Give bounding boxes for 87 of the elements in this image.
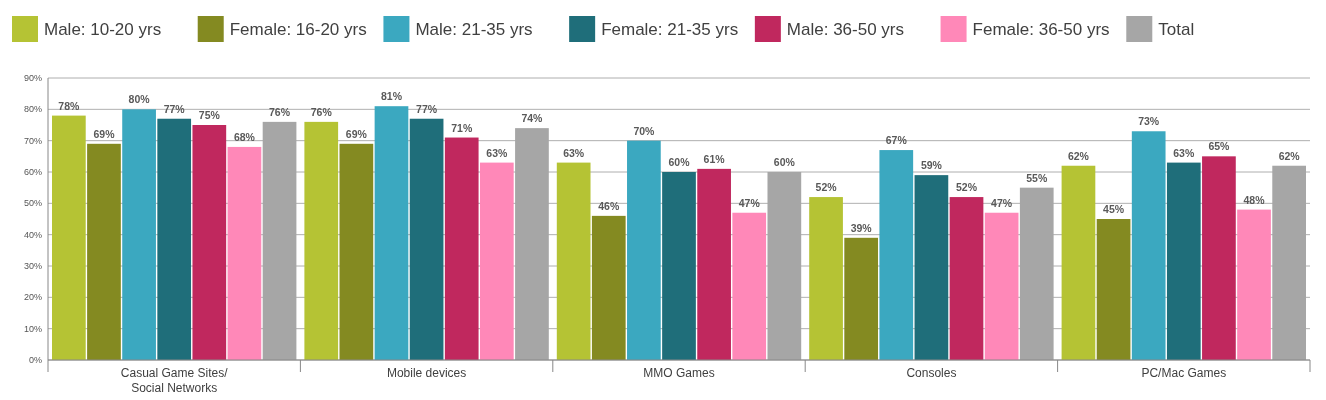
data-label: 63%	[486, 146, 508, 159]
bar	[157, 118, 192, 360]
legend-label: Male: 36-50 yrs	[786, 19, 905, 39]
bar	[304, 121, 339, 360]
data-label: 47%	[738, 196, 761, 209]
legend-label: Total	[1158, 19, 1195, 39]
bar	[844, 237, 879, 360]
data-label: 81%	[380, 90, 403, 103]
data-label: 48%	[1243, 193, 1266, 206]
data-label: 63%	[563, 146, 585, 159]
data-label: 61%	[703, 152, 726, 165]
bar	[914, 175, 949, 360]
bar	[52, 115, 86, 360]
data-label: 39%	[850, 221, 873, 234]
data-label: 59%	[920, 159, 943, 172]
data-label: 80%	[128, 93, 151, 106]
bar	[339, 143, 374, 360]
y-tick-label: 20%	[23, 292, 42, 303]
x-tick-label: Casual Game Sites/ Social Networks	[120, 366, 229, 395]
y-tick-label: 40%	[23, 229, 42, 240]
data-label: 63%	[1173, 146, 1195, 159]
legend-label: Female: 36-50 yrs	[972, 19, 1110, 39]
bar	[1237, 209, 1271, 360]
data-label: 55%	[1026, 171, 1048, 184]
data-label: 74%	[521, 112, 544, 125]
x-tick-label: Consoles	[906, 366, 957, 380]
data-label: 60%	[773, 156, 796, 168]
bar	[409, 118, 444, 360]
data-label: 73%	[1138, 115, 1160, 128]
data-label: 47%	[991, 196, 1013, 209]
bar	[1096, 219, 1131, 360]
bar	[879, 150, 914, 360]
data-label: 78%	[58, 99, 81, 112]
data-label: 52%	[956, 181, 978, 194]
y-tick-label: 70%	[23, 135, 42, 146]
bar	[949, 197, 984, 360]
x-tick-label: MMO Games	[643, 366, 715, 380]
bar	[374, 106, 409, 360]
y-tick-label: 10%	[23, 323, 42, 334]
bar	[984, 212, 1019, 360]
bar	[192, 125, 227, 360]
x-tick-label: PC/Mac Games	[1141, 366, 1227, 380]
data-label: 45%	[1103, 203, 1125, 215]
data-label: 62%	[1278, 149, 1301, 162]
bar	[732, 212, 767, 360]
data-label: 52%	[815, 181, 838, 194]
bar	[479, 162, 514, 360]
data-label: 76%	[269, 105, 291, 118]
data-label: 76%	[310, 105, 333, 118]
bar	[591, 215, 626, 360]
data-label: 77%	[163, 102, 186, 115]
bar	[1166, 162, 1201, 360]
x-tick-label: Mobile devices	[386, 366, 467, 380]
y-tick-label: 90%	[23, 73, 42, 84]
bar	[627, 140, 661, 360]
data-label: 60%	[668, 156, 691, 168]
data-label: 75%	[198, 109, 221, 121]
bar	[1131, 131, 1166, 360]
data-label: 62%	[1067, 149, 1090, 162]
y-tick-label: 0%	[28, 355, 42, 366]
y-tick-label: 50%	[23, 198, 42, 209]
bar	[122, 109, 156, 360]
data-label: 68%	[233, 130, 256, 143]
bar	[697, 168, 731, 360]
bar	[87, 143, 121, 360]
legend-label: Male: 21-35 yrs	[415, 19, 533, 39]
bar	[556, 162, 591, 360]
y-tick-label: 60%	[23, 167, 42, 178]
data-label: 69%	[345, 127, 368, 140]
bar	[662, 172, 696, 360]
data-label: 46%	[598, 199, 620, 212]
data-label: 70%	[633, 124, 656, 137]
bar	[809, 197, 843, 360]
data-label: 65%	[1208, 140, 1231, 153]
y-tick-label: 30%	[23, 261, 42, 272]
bar	[1202, 156, 1236, 360]
bar	[1061, 165, 1096, 360]
legend-label: Female: 21-35 yrs	[601, 19, 739, 39]
legend-label: Female: 16-20 yrs	[229, 19, 367, 39]
y-tick-label: 80%	[23, 104, 42, 115]
data-label: 67%	[885, 134, 908, 147]
data-label: 77%	[416, 102, 438, 115]
data-label: 69%	[93, 127, 116, 140]
bar	[227, 146, 262, 360]
legend-label: Male: 10-20 yrs	[44, 19, 162, 39]
bar	[444, 137, 479, 360]
data-label: 71%	[451, 121, 473, 134]
